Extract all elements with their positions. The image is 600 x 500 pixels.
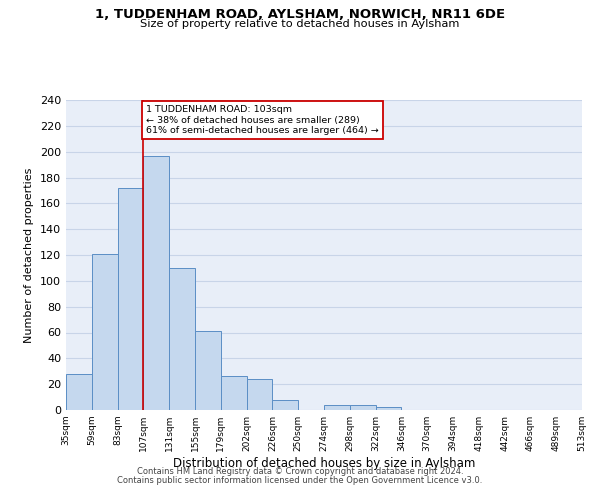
Bar <box>247 379 272 410</box>
Bar <box>92 254 118 410</box>
Y-axis label: Number of detached properties: Number of detached properties <box>25 168 34 342</box>
X-axis label: Distribution of detached houses by size in Aylsham: Distribution of detached houses by size … <box>173 457 475 470</box>
Text: Contains public sector information licensed under the Open Government Licence v3: Contains public sector information licen… <box>118 476 482 485</box>
Bar <box>169 268 195 410</box>
Text: Size of property relative to detached houses in Aylsham: Size of property relative to detached ho… <box>140 19 460 29</box>
Bar <box>324 405 350 410</box>
Bar <box>66 374 92 410</box>
Text: 1, TUDDENHAM ROAD, AYLSHAM, NORWICH, NR11 6DE: 1, TUDDENHAM ROAD, AYLSHAM, NORWICH, NR1… <box>95 8 505 20</box>
Bar <box>376 408 401 410</box>
Bar <box>195 331 221 410</box>
Bar <box>118 188 143 410</box>
Bar <box>143 156 169 410</box>
Text: 1 TUDDENHAM ROAD: 103sqm
← 38% of detached houses are smaller (289)
61% of semi-: 1 TUDDENHAM ROAD: 103sqm ← 38% of detach… <box>146 105 379 135</box>
Bar <box>272 400 298 410</box>
Text: Contains HM Land Registry data © Crown copyright and database right 2024.: Contains HM Land Registry data © Crown c… <box>137 468 463 476</box>
Bar <box>221 376 247 410</box>
Bar <box>350 405 376 410</box>
